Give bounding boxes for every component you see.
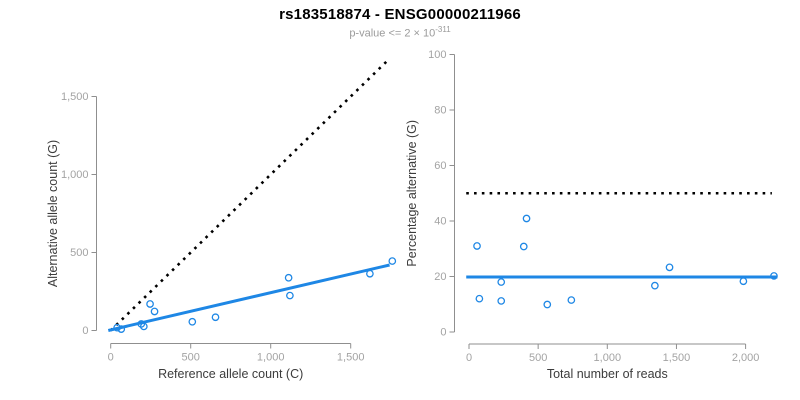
- fit-line: [107, 263, 390, 332]
- data-point: [497, 297, 506, 305]
- y-tick-label: 100: [428, 49, 446, 61]
- y-tick-label: 1,500: [61, 91, 89, 103]
- y-tick-label: 20: [434, 271, 446, 283]
- y-axis-title: Alternative allele count (G): [46, 140, 60, 287]
- data-point: [651, 281, 659, 290]
- data-point: [770, 272, 778, 280]
- data-point: [475, 294, 484, 303]
- data-point: [188, 317, 197, 326]
- data-point: [519, 242, 528, 251]
- x-tick-label: 2,000: [732, 352, 760, 364]
- y-tick-label: 80: [434, 105, 446, 117]
- x-axis-title: Reference allele count (C): [158, 367, 303, 381]
- y-tick-label: 500: [70, 247, 88, 259]
- y-axis-title: Percentage alternative (G): [405, 120, 419, 267]
- x-axis-title: Total number of reads: [547, 367, 668, 381]
- data-point: [284, 273, 293, 282]
- x-tick-label: 1,500: [337, 352, 365, 364]
- data-point: [739, 277, 748, 286]
- x-tick-label: 500: [529, 352, 547, 364]
- data-point: [543, 300, 552, 309]
- x-tick-label: 500: [182, 352, 200, 364]
- x-tick-label: 0: [108, 352, 114, 364]
- data-point: [113, 323, 121, 332]
- y-tick-label: 40: [434, 216, 446, 228]
- identity-line: [109, 57, 391, 332]
- data-point: [117, 325, 126, 333]
- y-tick-label: 60: [434, 160, 446, 172]
- data-point: [366, 269, 374, 278]
- y-tick-label: 1,000: [61, 169, 89, 181]
- x-tick-label: 1,500: [663, 352, 691, 364]
- data-point: [139, 322, 148, 331]
- y-tick-label: 0: [82, 325, 88, 337]
- data-point: [211, 313, 220, 322]
- x-tick-label: 1,000: [257, 352, 285, 364]
- data-point: [150, 307, 159, 316]
- data-point: [567, 296, 576, 304]
- data-point: [665, 263, 674, 272]
- x-tick-label: 1,000: [594, 352, 622, 364]
- data-point: [146, 300, 154, 308]
- y-tick-label: 0: [440, 327, 446, 339]
- x-tick-label: 0: [466, 352, 472, 364]
- data-point: [522, 214, 531, 223]
- data-point: [286, 291, 294, 300]
- data-point: [473, 242, 481, 250]
- data-point: [497, 278, 506, 286]
- data-point: [388, 257, 397, 265]
